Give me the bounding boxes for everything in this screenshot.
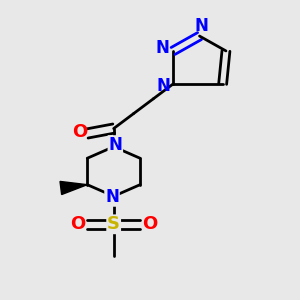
Text: N: N: [156, 39, 170, 57]
Polygon shape: [60, 182, 87, 194]
Text: N: N: [105, 188, 119, 206]
Text: N: N: [108, 136, 122, 154]
Text: O: O: [72, 123, 88, 141]
Text: N: N: [157, 76, 171, 94]
Text: S: S: [107, 215, 120, 233]
Text: N: N: [194, 17, 208, 35]
Text: O: O: [142, 215, 158, 233]
Text: O: O: [70, 215, 85, 233]
